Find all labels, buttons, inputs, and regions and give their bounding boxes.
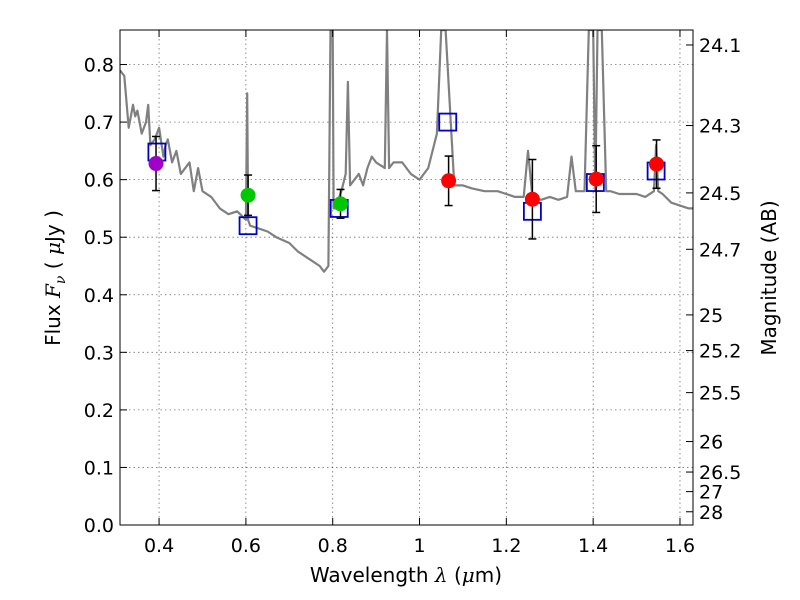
observed-point <box>333 196 349 212</box>
grid-layer <box>120 30 693 525</box>
observed-point <box>148 156 164 172</box>
x-tick-label: 0.4 <box>144 535 174 557</box>
plot-frame <box>119 29 694 526</box>
observed-point <box>649 156 665 172</box>
y2-tick-label: 24.5 <box>699 183 741 205</box>
y2-tick-label: 24.3 <box>699 116 741 138</box>
tick-layer: 0.4 0.6 0.8 1 1.2 1.4 1.6 0.0 0.1 0.2 0.3 0.4 0.5 0.6… <box>84 30 741 557</box>
model-photometry-square <box>438 112 458 132</box>
marker-layer <box>147 112 666 240</box>
model-photometry-square <box>238 216 258 236</box>
x-axis-label: Wavelength λ (μm) <box>310 563 502 587</box>
y-tick-label: 0.6 <box>84 170 114 192</box>
model-sed-line <box>120 30 693 273</box>
x-tick-label: 1.2 <box>491 535 521 557</box>
observed-point <box>524 191 540 207</box>
y-tick-label: 0.5 <box>84 227 114 249</box>
y2-tick-label: 25 <box>699 305 723 327</box>
y2-tick-label: 27 <box>699 482 723 504</box>
y-tick-label: 0.4 <box>84 285 114 307</box>
x-tick-label: 1.4 <box>578 535 608 557</box>
x-tick-label: 0.8 <box>318 535 348 557</box>
observed-point <box>240 187 256 203</box>
y-tick-label: 0.8 <box>84 55 114 77</box>
y-tick-label: 0.7 <box>84 112 114 134</box>
y2-tick-label: 25.5 <box>699 383 741 405</box>
observed-point <box>441 173 457 189</box>
model-layer <box>120 30 693 273</box>
x-tick-label: 1 <box>413 535 425 557</box>
y2-tick-label: 26 <box>699 432 723 454</box>
y-axis-label: Flux Fν ( μJy ) <box>41 210 69 346</box>
y-tick-label: 0.2 <box>84 400 114 422</box>
y2-tick-label: 28 <box>699 502 723 524</box>
y2-tick-label: 25.2 <box>699 341 741 363</box>
y2-tick-label: 24.1 <box>699 35 741 57</box>
x-tick-label: 0.6 <box>231 535 261 557</box>
observed-point <box>588 171 604 187</box>
y2-axis-label: Magnitude (AB) <box>757 200 781 355</box>
y-tick-label: 0.1 <box>84 457 114 479</box>
y2-tick-label: 26.5 <box>699 462 741 484</box>
x-tick-label: 1.6 <box>665 535 695 557</box>
y-tick-label: 0.0 <box>84 515 114 537</box>
y-tick-label: 0.3 <box>84 342 114 364</box>
y2-tick-label: 24.7 <box>699 239 741 261</box>
